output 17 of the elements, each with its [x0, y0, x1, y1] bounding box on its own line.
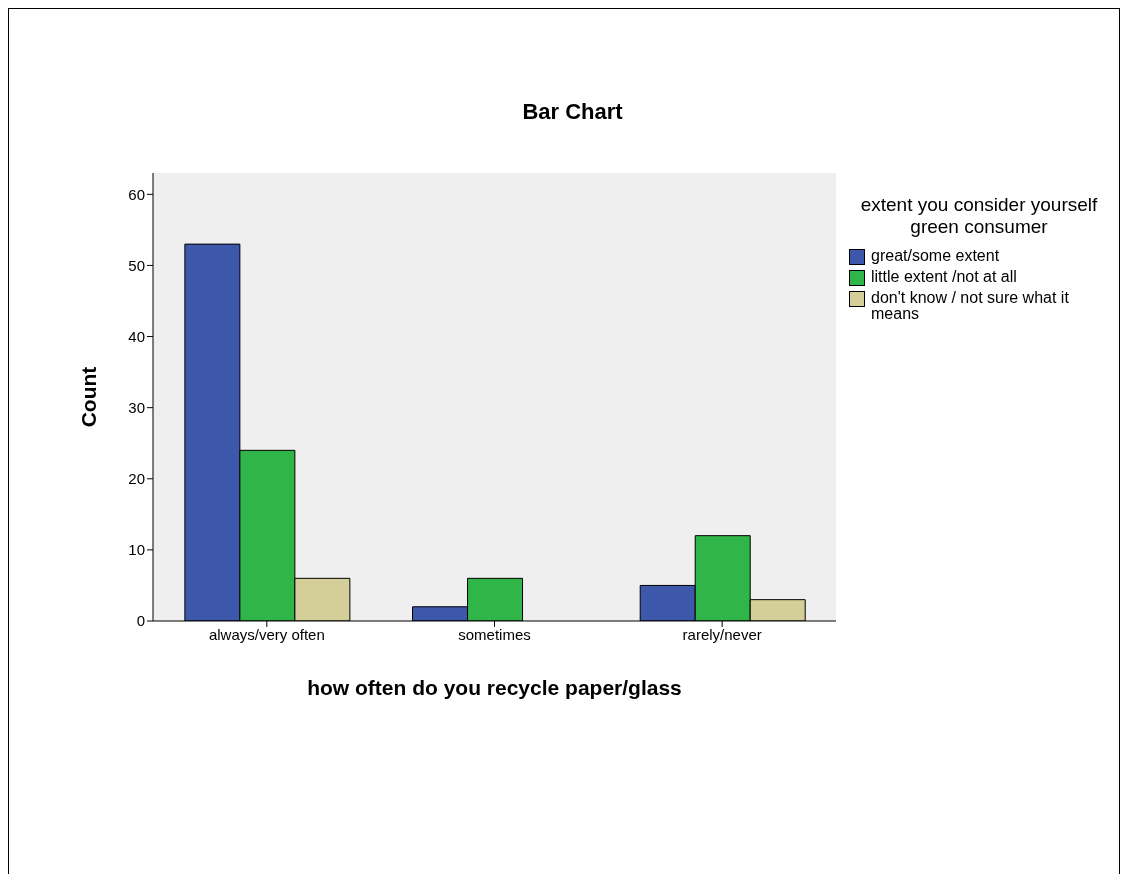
y-tick-label: 10	[128, 541, 145, 559]
y-tick-label: 30	[128, 398, 145, 416]
x-tick-label: sometimes	[458, 625, 531, 643]
legend-label: don't know / not sure what it means	[871, 289, 1070, 322]
y-tick-label: 0	[136, 612, 145, 630]
chart-title: Bar Chart	[521, 99, 624, 125]
y-tick-label: 40	[128, 327, 145, 345]
y-tick-label: 60	[128, 185, 145, 203]
legend-label: great/some extent	[871, 247, 1000, 264]
legend-label: little extent /not at all	[871, 268, 1017, 285]
y-tick-label: 20	[128, 470, 145, 488]
legend-title: extent you consider yourself green consumer	[859, 194, 1099, 238]
y-axis-title: Count	[77, 366, 101, 428]
x-tick-label: rarely/never	[682, 625, 762, 643]
y-tick-label: 50	[128, 256, 145, 274]
x-axis-title: how often do you recycle paper/glass	[307, 676, 682, 699]
x-tick-label: always/very often	[208, 625, 325, 643]
